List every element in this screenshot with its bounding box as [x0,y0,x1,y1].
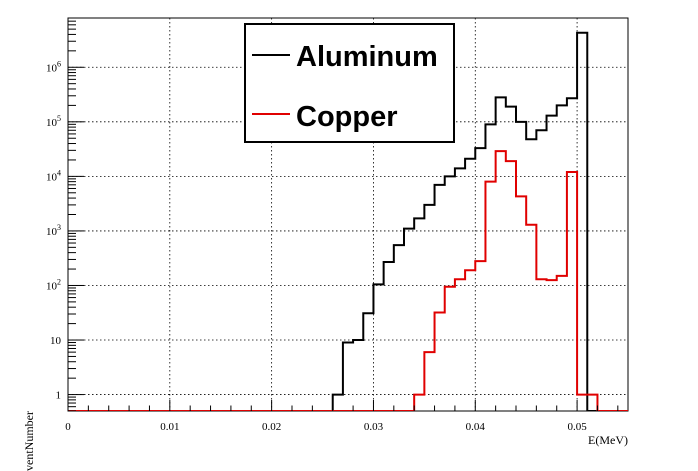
series-line-copper [68,150,628,411]
y-tick-label: 105 [46,114,61,129]
y-tick-label: 106 [46,59,61,74]
x-tick-label: 0.04 [466,421,486,433]
x-tick-label: 0.03 [364,421,384,433]
series-line-aluminum [68,31,628,411]
legend-box [244,23,455,143]
legend: Aluminum Copper [244,23,455,143]
y-tick-label: 104 [46,168,61,183]
y-axis-title: EventNumber [22,411,36,471]
axes: 0 0.01 0.02 0.03 0.04 0.05 1 10 102 103 104 105 106 [46,17,619,433]
x-tick-label: 0 [65,421,71,433]
x-tick-label: 0.01 [160,421,179,433]
y-tick-label: 10 [50,335,62,347]
y-tick-label: 1 [56,390,62,402]
x-axis-title: E(MeV) [588,433,628,447]
y-tick-label: 102 [46,277,61,292]
y-tick-label: 103 [46,223,61,238]
x-tick-label: 0.05 [567,421,587,433]
legend-label-aluminum: Aluminum [296,41,438,73]
series-group [68,31,628,411]
x-tick-label: 0.02 [262,421,281,433]
legend-label-copper: Copper [296,101,398,133]
